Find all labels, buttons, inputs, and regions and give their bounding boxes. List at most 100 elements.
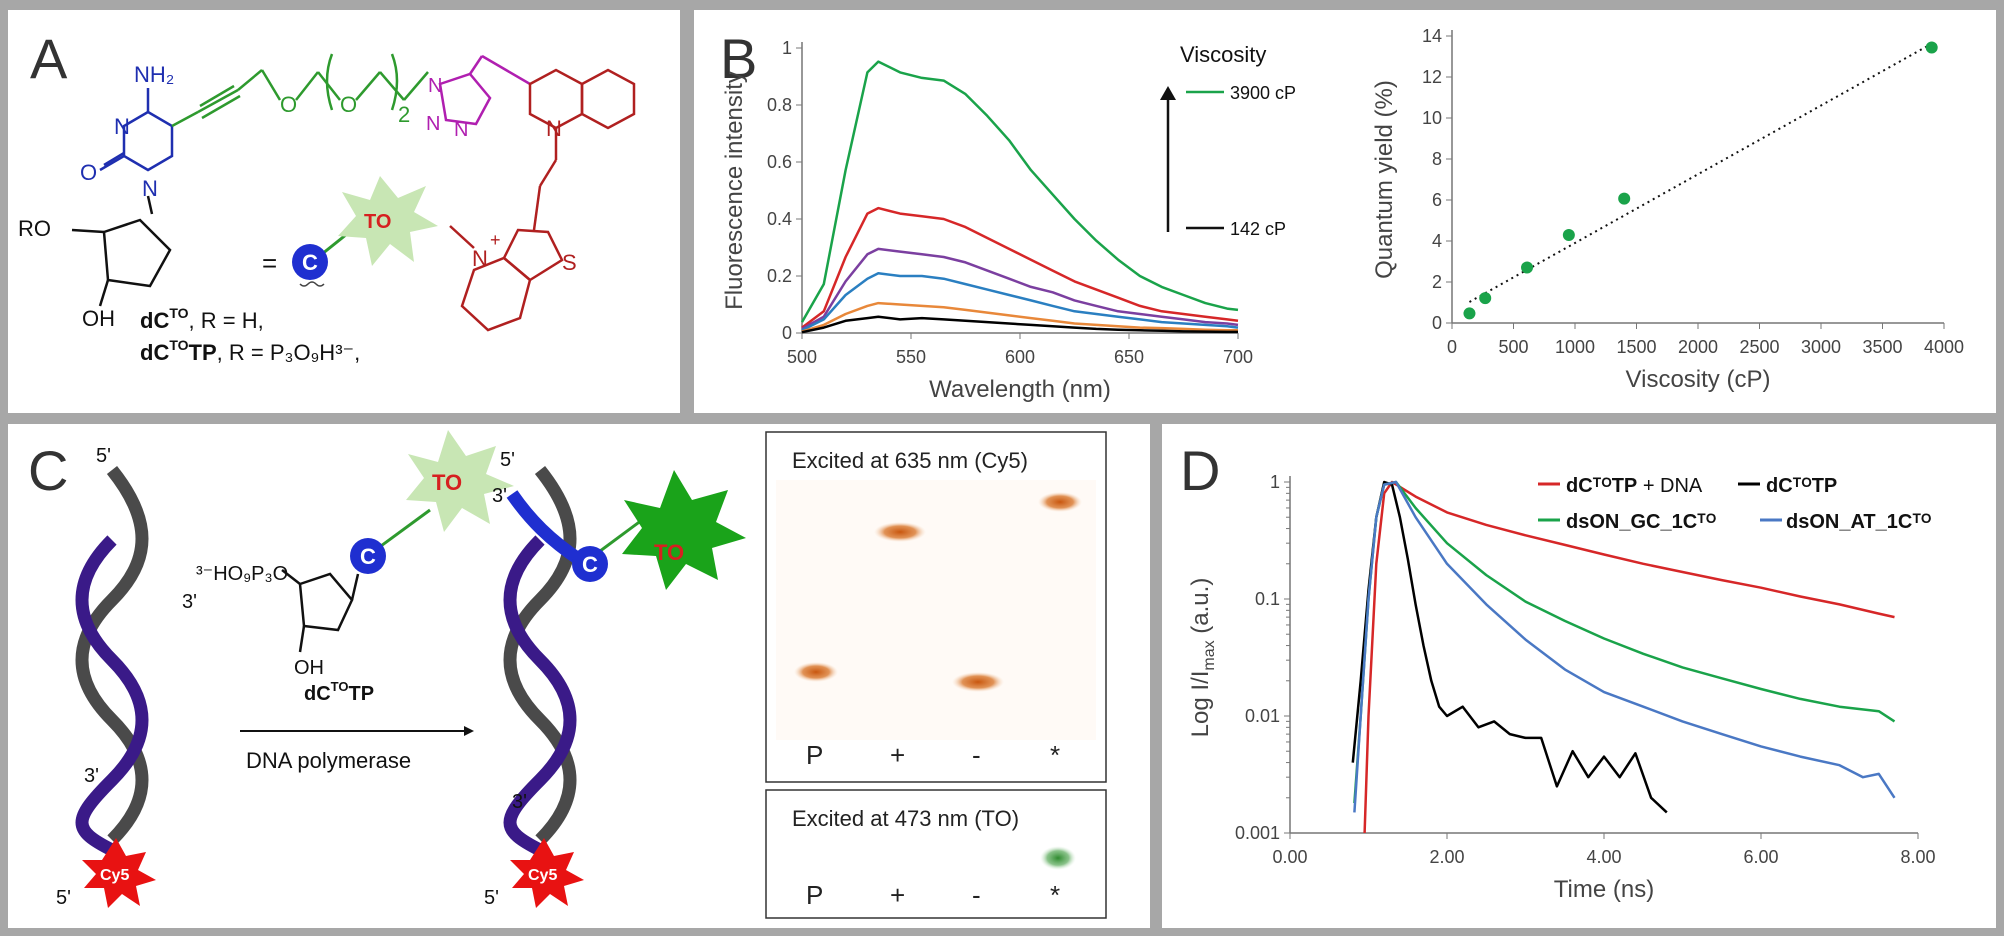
decay-series-3 [1353,480,1896,813]
quantum-x-tick-label: 2500 [1739,337,1779,357]
template-duplex [75,465,149,856]
decay-legend-2: dsON_GC_1Cᵀᴼ [1566,511,1716,533]
panel-c: C 5' 3' 3' 5' Cy5 TO C ³⁻HO₉P₃O OH dCTOT… [8,424,1150,928]
quantum-point-1 [1479,292,1492,305]
strand-3prime-low: 3' [84,765,99,787]
nucleotide-to-label: TO [432,470,462,495]
gel-to-title: Excited at 473 nm (TO) [792,806,1019,831]
gel-cy5-lane-plus: + [890,740,905,770]
quantum-point-4 [1618,192,1631,205]
spectra-y-tick-label: 0.2 [767,266,792,286]
cy5-star-icon-left [82,838,156,908]
quantum-x-tick-label: 1500 [1616,337,1656,357]
gel-cy5-lane-minus: - [972,740,981,770]
band-minus [952,672,1004,692]
band-plus [874,522,926,542]
quantum-trendline [1468,42,1933,303]
decay-y-label: Log I/Imax (a.u.) [1187,578,1218,738]
quantum-point-0 [1463,307,1476,320]
product-to-star-icon [622,470,746,590]
decay-x-tick-label: 2.00 [1429,847,1464,867]
decay-x-tick-label: 0.00 [1272,847,1307,867]
quantum-x-tick-label: 1000 [1555,337,1595,357]
peg-repeat: 2 [398,102,410,127]
spectra-x-tick-label: 650 [1114,347,1144,367]
atom-benzothiazole-n: N [472,246,488,271]
viscosity-arrow-head [1160,86,1176,100]
spectra-series-0 [800,60,1239,323]
atom-triazole-n3: N [454,119,468,141]
spectra-x-tick-label: 550 [896,347,926,367]
c-label: C [302,250,318,275]
atom-nh2: NH₂ [134,62,174,87]
equals-sign: = [262,248,277,278]
quantum-y-tick-label: 14 [1422,26,1442,46]
atom-ro: RO [18,216,51,241]
spectra-series-1 [801,206,1239,329]
linker-chain [171,53,429,128]
spectra-x-tick-label: 500 [787,347,817,367]
decay-legend: dCᵀᴼTP + DNA dCᵀᴼTP dsON_GC_1Cᵀᴼ dsON_AT… [1538,475,1931,533]
strand-5prime-bot: 5' [56,887,71,909]
legend-dcto: dCTO, R = H, [140,305,264,333]
quantum-x-tick-label: 500 [1498,337,1528,357]
panel-d-letter: D [1180,439,1220,502]
quantum-x-tick-label: 2000 [1678,337,1718,357]
quantum-y-tick-label: 6 [1432,190,1442,210]
atom-n1: N [142,176,158,201]
quantum-point-5 [1925,41,1938,54]
spectra-y-label: Fluorescence intensity [721,71,748,310]
legend-label-low: 142 cP [1230,219,1286,239]
product-duplex [503,465,584,856]
quantum-x-tick-label: 3500 [1862,337,1902,357]
atom-o-link: O [280,92,297,117]
legend-label-high: 3900 cP [1230,83,1296,103]
spectra-x-tick-label: 700 [1223,347,1253,367]
decay-y-tick-label: 1 [1270,472,1280,492]
gel-cy5-title: Excited at 635 nm (Cy5) [792,448,1028,473]
atom-n-ring: N [114,114,130,139]
spectra-y-tick-label: 0.4 [767,209,792,229]
product-3prime-low: 3' [512,791,527,813]
gel-to-lane-p: P [806,880,823,910]
decay-legend-3: dsON_AT_1Cᵀᴼ [1786,511,1931,533]
atom-s: S [562,250,577,275]
quantum-x-tick-label: 0 [1447,337,1457,357]
triphosphate-label: ³⁻HO₉P₃O [196,563,288,585]
quantum-yield-chart: 0 500 1000 1500 2000 2500 3000 3500 4000 0 2 4 6 8 10 1… [1371,26,1964,393]
atom-o-carbonyl: O [80,160,97,185]
quantum-y-tick-label: 8 [1432,149,1442,169]
decay-chart: 0.00 2.00 4.00 6.00 8.00 0.001 0.01 0.1 1 Time (n… [1187,472,1936,903]
spectra-series-3 [801,272,1239,332]
nucleotide-to-star-icon [406,430,514,532]
decay-y-tick-label: 0.1 [1255,589,1280,609]
gel-to-lane-minus: - [972,880,981,910]
viscosity-legend-title: Viscosity [1180,42,1266,67]
decay-legend-0: dCᵀᴼTP + DNA [1566,475,1703,497]
panel-a-letter: A [30,27,68,90]
cy5-label-left: Cy5 [100,867,129,884]
nucleotide-sugar [281,569,360,653]
nucleotide-c-icon [350,538,386,574]
gel-cy5-image [776,480,1096,740]
c-circle-icon [292,244,328,280]
spectra-series-4 [801,301,1238,333]
quantum-y-tick-label: 4 [1432,231,1442,251]
product-c-label: C [582,552,598,577]
product-5prime-top: 5' [500,449,515,471]
spectra-y-tick-label: 0 [782,323,792,343]
reaction-arrow-head [464,726,474,736]
atom-charge: + [490,230,501,250]
nucleotide-name: dCTOTP [304,679,374,705]
gel-cy5-lane-star: * [1050,740,1060,770]
decay-x-tick-label: 4.00 [1586,847,1621,867]
product-to-label: TO [654,540,684,565]
decay-y-tick-label: 0.001 [1235,823,1280,843]
atom-oh: OH [82,306,115,331]
atom-triazole-n2: N [426,113,440,135]
quantum-x-label: Viscosity (cP) [1626,366,1771,393]
panel-a: A NH₂ N O N O O 2 [8,10,680,413]
quantum-x-tick-label: 3000 [1801,337,1841,357]
spectra-y-tick-label: 0.8 [767,95,792,115]
decay-x-tick-label: 6.00 [1743,847,1778,867]
